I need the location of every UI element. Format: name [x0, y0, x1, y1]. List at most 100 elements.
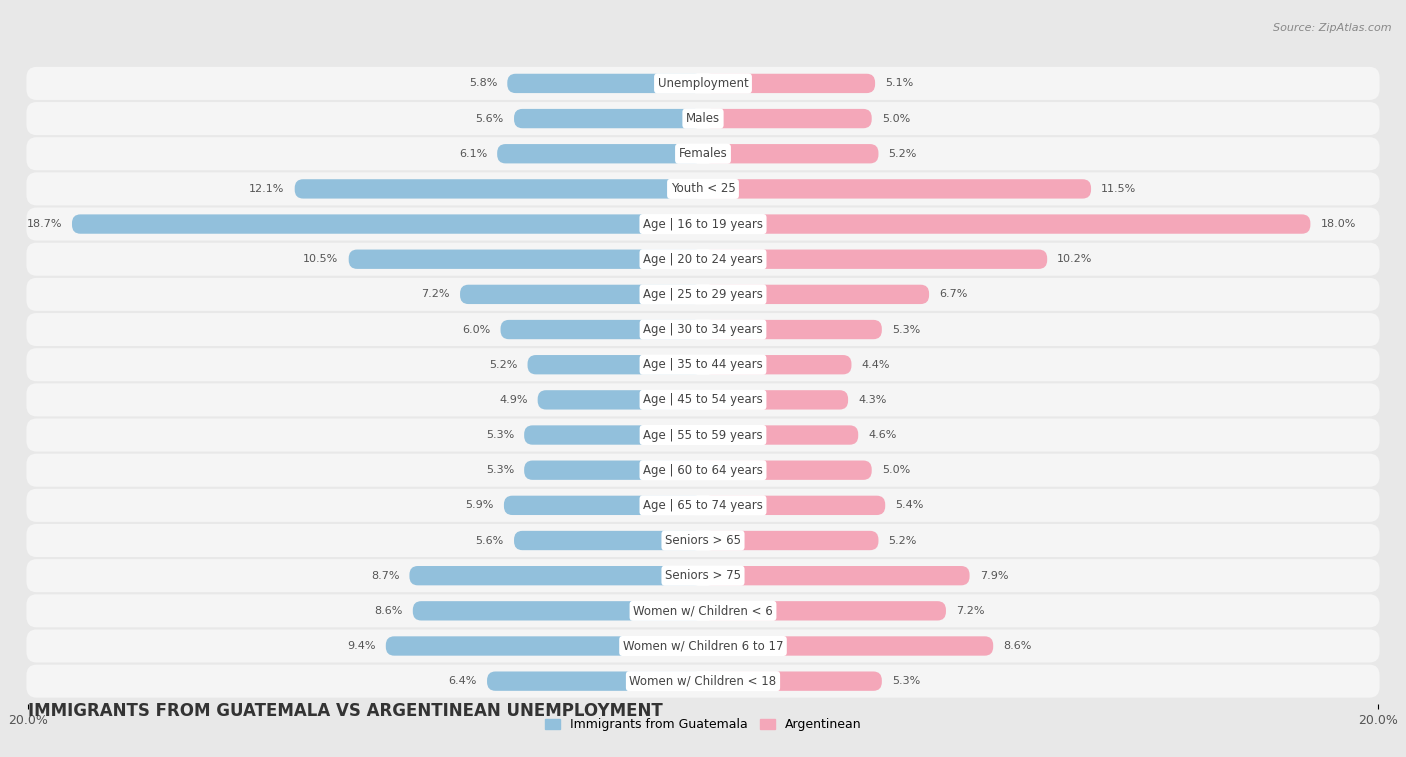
- Text: Women w/ Children 6 to 17: Women w/ Children 6 to 17: [623, 640, 783, 653]
- FancyBboxPatch shape: [27, 207, 1379, 241]
- FancyBboxPatch shape: [703, 355, 852, 375]
- FancyBboxPatch shape: [486, 671, 703, 691]
- FancyBboxPatch shape: [508, 73, 703, 93]
- Text: 6.7%: 6.7%: [939, 289, 967, 299]
- Text: Age | 20 to 24 years: Age | 20 to 24 years: [643, 253, 763, 266]
- Text: 5.3%: 5.3%: [486, 466, 515, 475]
- Text: Age | 45 to 54 years: Age | 45 to 54 years: [643, 394, 763, 407]
- Text: Seniors > 65: Seniors > 65: [665, 534, 741, 547]
- Text: Youth < 25: Youth < 25: [671, 182, 735, 195]
- FancyBboxPatch shape: [27, 665, 1379, 698]
- FancyBboxPatch shape: [515, 109, 703, 128]
- Legend: Immigrants from Guatemala, Argentinean: Immigrants from Guatemala, Argentinean: [540, 713, 866, 737]
- Text: 6.4%: 6.4%: [449, 676, 477, 686]
- FancyBboxPatch shape: [27, 243, 1379, 276]
- FancyBboxPatch shape: [27, 489, 1379, 522]
- FancyBboxPatch shape: [27, 524, 1379, 557]
- FancyBboxPatch shape: [27, 67, 1379, 100]
- FancyBboxPatch shape: [27, 594, 1379, 628]
- Text: 8.6%: 8.6%: [1004, 641, 1032, 651]
- FancyBboxPatch shape: [27, 453, 1379, 487]
- Text: 5.4%: 5.4%: [896, 500, 924, 510]
- Text: 5.3%: 5.3%: [891, 676, 920, 686]
- Text: 5.6%: 5.6%: [475, 535, 503, 546]
- Text: 7.9%: 7.9%: [980, 571, 1008, 581]
- Text: Seniors > 75: Seniors > 75: [665, 569, 741, 582]
- FancyBboxPatch shape: [27, 348, 1379, 382]
- FancyBboxPatch shape: [537, 390, 703, 410]
- Text: 5.0%: 5.0%: [882, 466, 910, 475]
- FancyBboxPatch shape: [27, 313, 1379, 346]
- Text: 10.2%: 10.2%: [1057, 254, 1092, 264]
- FancyBboxPatch shape: [27, 559, 1379, 592]
- FancyBboxPatch shape: [703, 109, 872, 128]
- FancyBboxPatch shape: [515, 531, 703, 550]
- FancyBboxPatch shape: [703, 320, 882, 339]
- FancyBboxPatch shape: [503, 496, 703, 515]
- FancyBboxPatch shape: [703, 601, 946, 621]
- Text: Males: Males: [686, 112, 720, 125]
- Text: 11.5%: 11.5%: [1101, 184, 1136, 194]
- Text: 18.0%: 18.0%: [1320, 219, 1355, 229]
- Text: Females: Females: [679, 148, 727, 160]
- FancyBboxPatch shape: [27, 383, 1379, 416]
- Text: Age | 25 to 29 years: Age | 25 to 29 years: [643, 288, 763, 301]
- Text: 8.7%: 8.7%: [371, 571, 399, 581]
- FancyBboxPatch shape: [349, 250, 703, 269]
- FancyBboxPatch shape: [501, 320, 703, 339]
- Text: 10.5%: 10.5%: [304, 254, 339, 264]
- FancyBboxPatch shape: [703, 496, 886, 515]
- FancyBboxPatch shape: [27, 630, 1379, 662]
- Text: 7.2%: 7.2%: [422, 289, 450, 299]
- FancyBboxPatch shape: [27, 102, 1379, 135]
- Text: 9.4%: 9.4%: [347, 641, 375, 651]
- Text: Women w/ Children < 18: Women w/ Children < 18: [630, 674, 776, 687]
- Text: 5.6%: 5.6%: [475, 114, 503, 123]
- FancyBboxPatch shape: [703, 73, 875, 93]
- Text: Age | 30 to 34 years: Age | 30 to 34 years: [643, 323, 763, 336]
- Text: Age | 60 to 64 years: Age | 60 to 64 years: [643, 464, 763, 477]
- FancyBboxPatch shape: [703, 460, 872, 480]
- Text: 5.3%: 5.3%: [891, 325, 920, 335]
- Text: 4.9%: 4.9%: [499, 395, 527, 405]
- Text: Women w/ Children < 6: Women w/ Children < 6: [633, 604, 773, 617]
- Text: 5.3%: 5.3%: [486, 430, 515, 440]
- Text: 5.9%: 5.9%: [465, 500, 494, 510]
- Text: 5.8%: 5.8%: [468, 79, 498, 89]
- FancyBboxPatch shape: [27, 137, 1379, 170]
- FancyBboxPatch shape: [27, 173, 1379, 205]
- FancyBboxPatch shape: [498, 144, 703, 164]
- FancyBboxPatch shape: [703, 566, 970, 585]
- Text: Age | 35 to 44 years: Age | 35 to 44 years: [643, 358, 763, 371]
- Text: 5.2%: 5.2%: [889, 535, 917, 546]
- Text: Age | 65 to 74 years: Age | 65 to 74 years: [643, 499, 763, 512]
- FancyBboxPatch shape: [413, 601, 703, 621]
- FancyBboxPatch shape: [527, 355, 703, 375]
- FancyBboxPatch shape: [703, 214, 1310, 234]
- Text: 8.6%: 8.6%: [374, 606, 402, 616]
- FancyBboxPatch shape: [703, 671, 882, 691]
- Text: 4.3%: 4.3%: [858, 395, 887, 405]
- FancyBboxPatch shape: [703, 144, 879, 164]
- FancyBboxPatch shape: [703, 285, 929, 304]
- Text: Source: ZipAtlas.com: Source: ZipAtlas.com: [1274, 23, 1392, 33]
- FancyBboxPatch shape: [409, 566, 703, 585]
- Text: 5.2%: 5.2%: [889, 148, 917, 159]
- FancyBboxPatch shape: [460, 285, 703, 304]
- FancyBboxPatch shape: [72, 214, 703, 234]
- Text: 7.2%: 7.2%: [956, 606, 984, 616]
- Text: Unemployment: Unemployment: [658, 77, 748, 90]
- FancyBboxPatch shape: [703, 531, 879, 550]
- FancyBboxPatch shape: [703, 390, 848, 410]
- FancyBboxPatch shape: [524, 425, 703, 444]
- Text: Age | 16 to 19 years: Age | 16 to 19 years: [643, 217, 763, 231]
- Text: 18.7%: 18.7%: [27, 219, 62, 229]
- FancyBboxPatch shape: [385, 637, 703, 656]
- FancyBboxPatch shape: [703, 250, 1047, 269]
- Text: 6.1%: 6.1%: [458, 148, 486, 159]
- Text: 5.2%: 5.2%: [489, 360, 517, 369]
- FancyBboxPatch shape: [703, 179, 1091, 198]
- Text: 6.0%: 6.0%: [463, 325, 491, 335]
- Text: Age | 55 to 59 years: Age | 55 to 59 years: [643, 428, 763, 441]
- FancyBboxPatch shape: [27, 278, 1379, 311]
